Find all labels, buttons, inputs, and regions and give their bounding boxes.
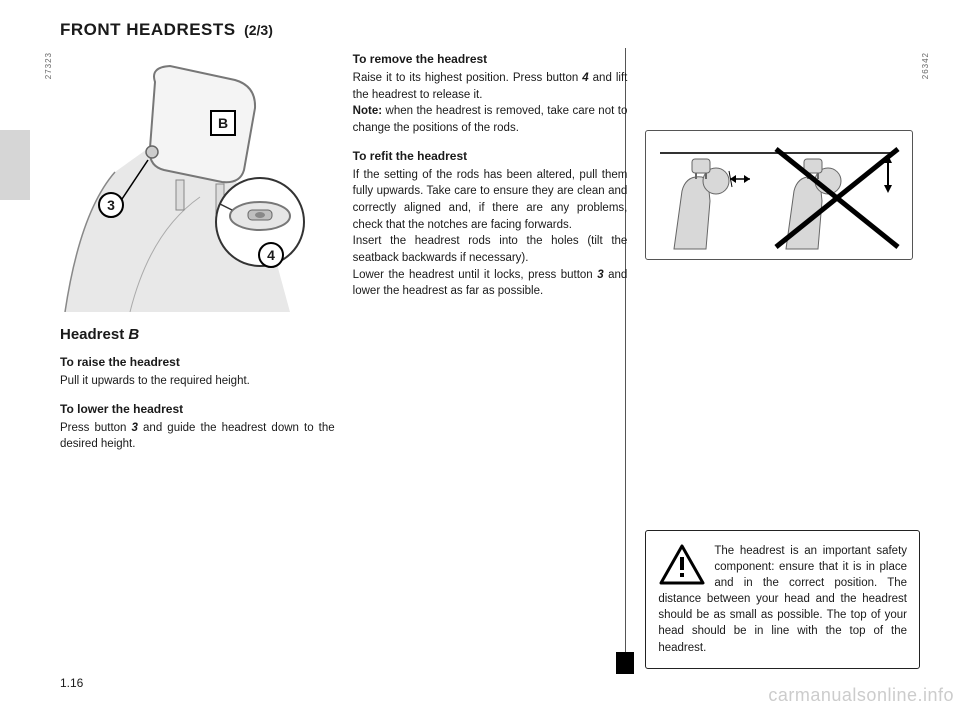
sub-raise: To raise the headrest xyxy=(60,355,335,369)
p-lower: Press button 3 and guide the headrest do… xyxy=(60,420,335,453)
column-3: 26342 xyxy=(645,52,920,669)
p-refit-2: Insert the headrest rods into the holes … xyxy=(353,233,628,266)
page-title: FRONT HEADRESTS xyxy=(60,20,236,39)
p-lower-a: Press button xyxy=(60,422,132,434)
sub-remove: To remove the headrest xyxy=(353,52,628,66)
p-refit-1: If the setting of the rods has been alte… xyxy=(353,167,628,234)
p-note: Note: when the headrest is removed, take… xyxy=(353,103,628,136)
warning-triangle-icon xyxy=(658,543,706,587)
column-2: To remove the headrest Raise it to its h… xyxy=(353,52,628,669)
headrest-position-illustration xyxy=(646,131,912,259)
headrest-illustration xyxy=(60,52,328,312)
p-refit-3: Lower the headrest until it locks, press… xyxy=(353,267,628,300)
note-text: when the headrest is removed, take care … xyxy=(353,105,628,134)
headrest-b-heading: Headrest B xyxy=(60,326,335,343)
section-tab xyxy=(0,130,30,200)
page-number: 1.16 xyxy=(60,676,83,690)
watermark: carmanualsonline.info xyxy=(768,685,954,706)
heading-prefix: Headrest xyxy=(60,326,128,343)
figure-headrest-b: B 3 4 xyxy=(60,52,328,312)
p-remove: Raise it to its highest position. Press … xyxy=(353,70,628,103)
callout-label-B: B xyxy=(210,110,236,136)
callout-label-4: 4 xyxy=(258,242,284,268)
page-subtitle: (2/3) xyxy=(244,22,273,38)
p-remove-a: Raise it to its highest position. Press … xyxy=(353,72,583,84)
callout-label-3: 3 xyxy=(98,192,124,218)
figure2-code: 26342 xyxy=(921,52,930,79)
figure-headrest-position xyxy=(645,130,913,260)
page-title-row: FRONT HEADRESTS (2/3) xyxy=(60,20,920,40)
p-refit3-a: Lower the headrest until it locks, press… xyxy=(353,269,598,281)
manual-page: FRONT HEADRESTS (2/3) 27323 xyxy=(0,0,960,710)
note-label: Note: xyxy=(353,105,382,117)
sub-lower: To lower the headrest xyxy=(60,402,335,416)
sub-refit: To refit the headrest xyxy=(353,149,628,163)
safety-warning-box: The headrest is an important safety comp… xyxy=(645,530,920,669)
heading-letter: B xyxy=(128,326,139,343)
p-raise: Pull it upwards to the required height. xyxy=(60,373,335,390)
column-1: 27323 xyxy=(60,52,335,669)
content-columns: 27323 xyxy=(60,52,920,669)
figure1-code: 27323 xyxy=(44,52,53,79)
